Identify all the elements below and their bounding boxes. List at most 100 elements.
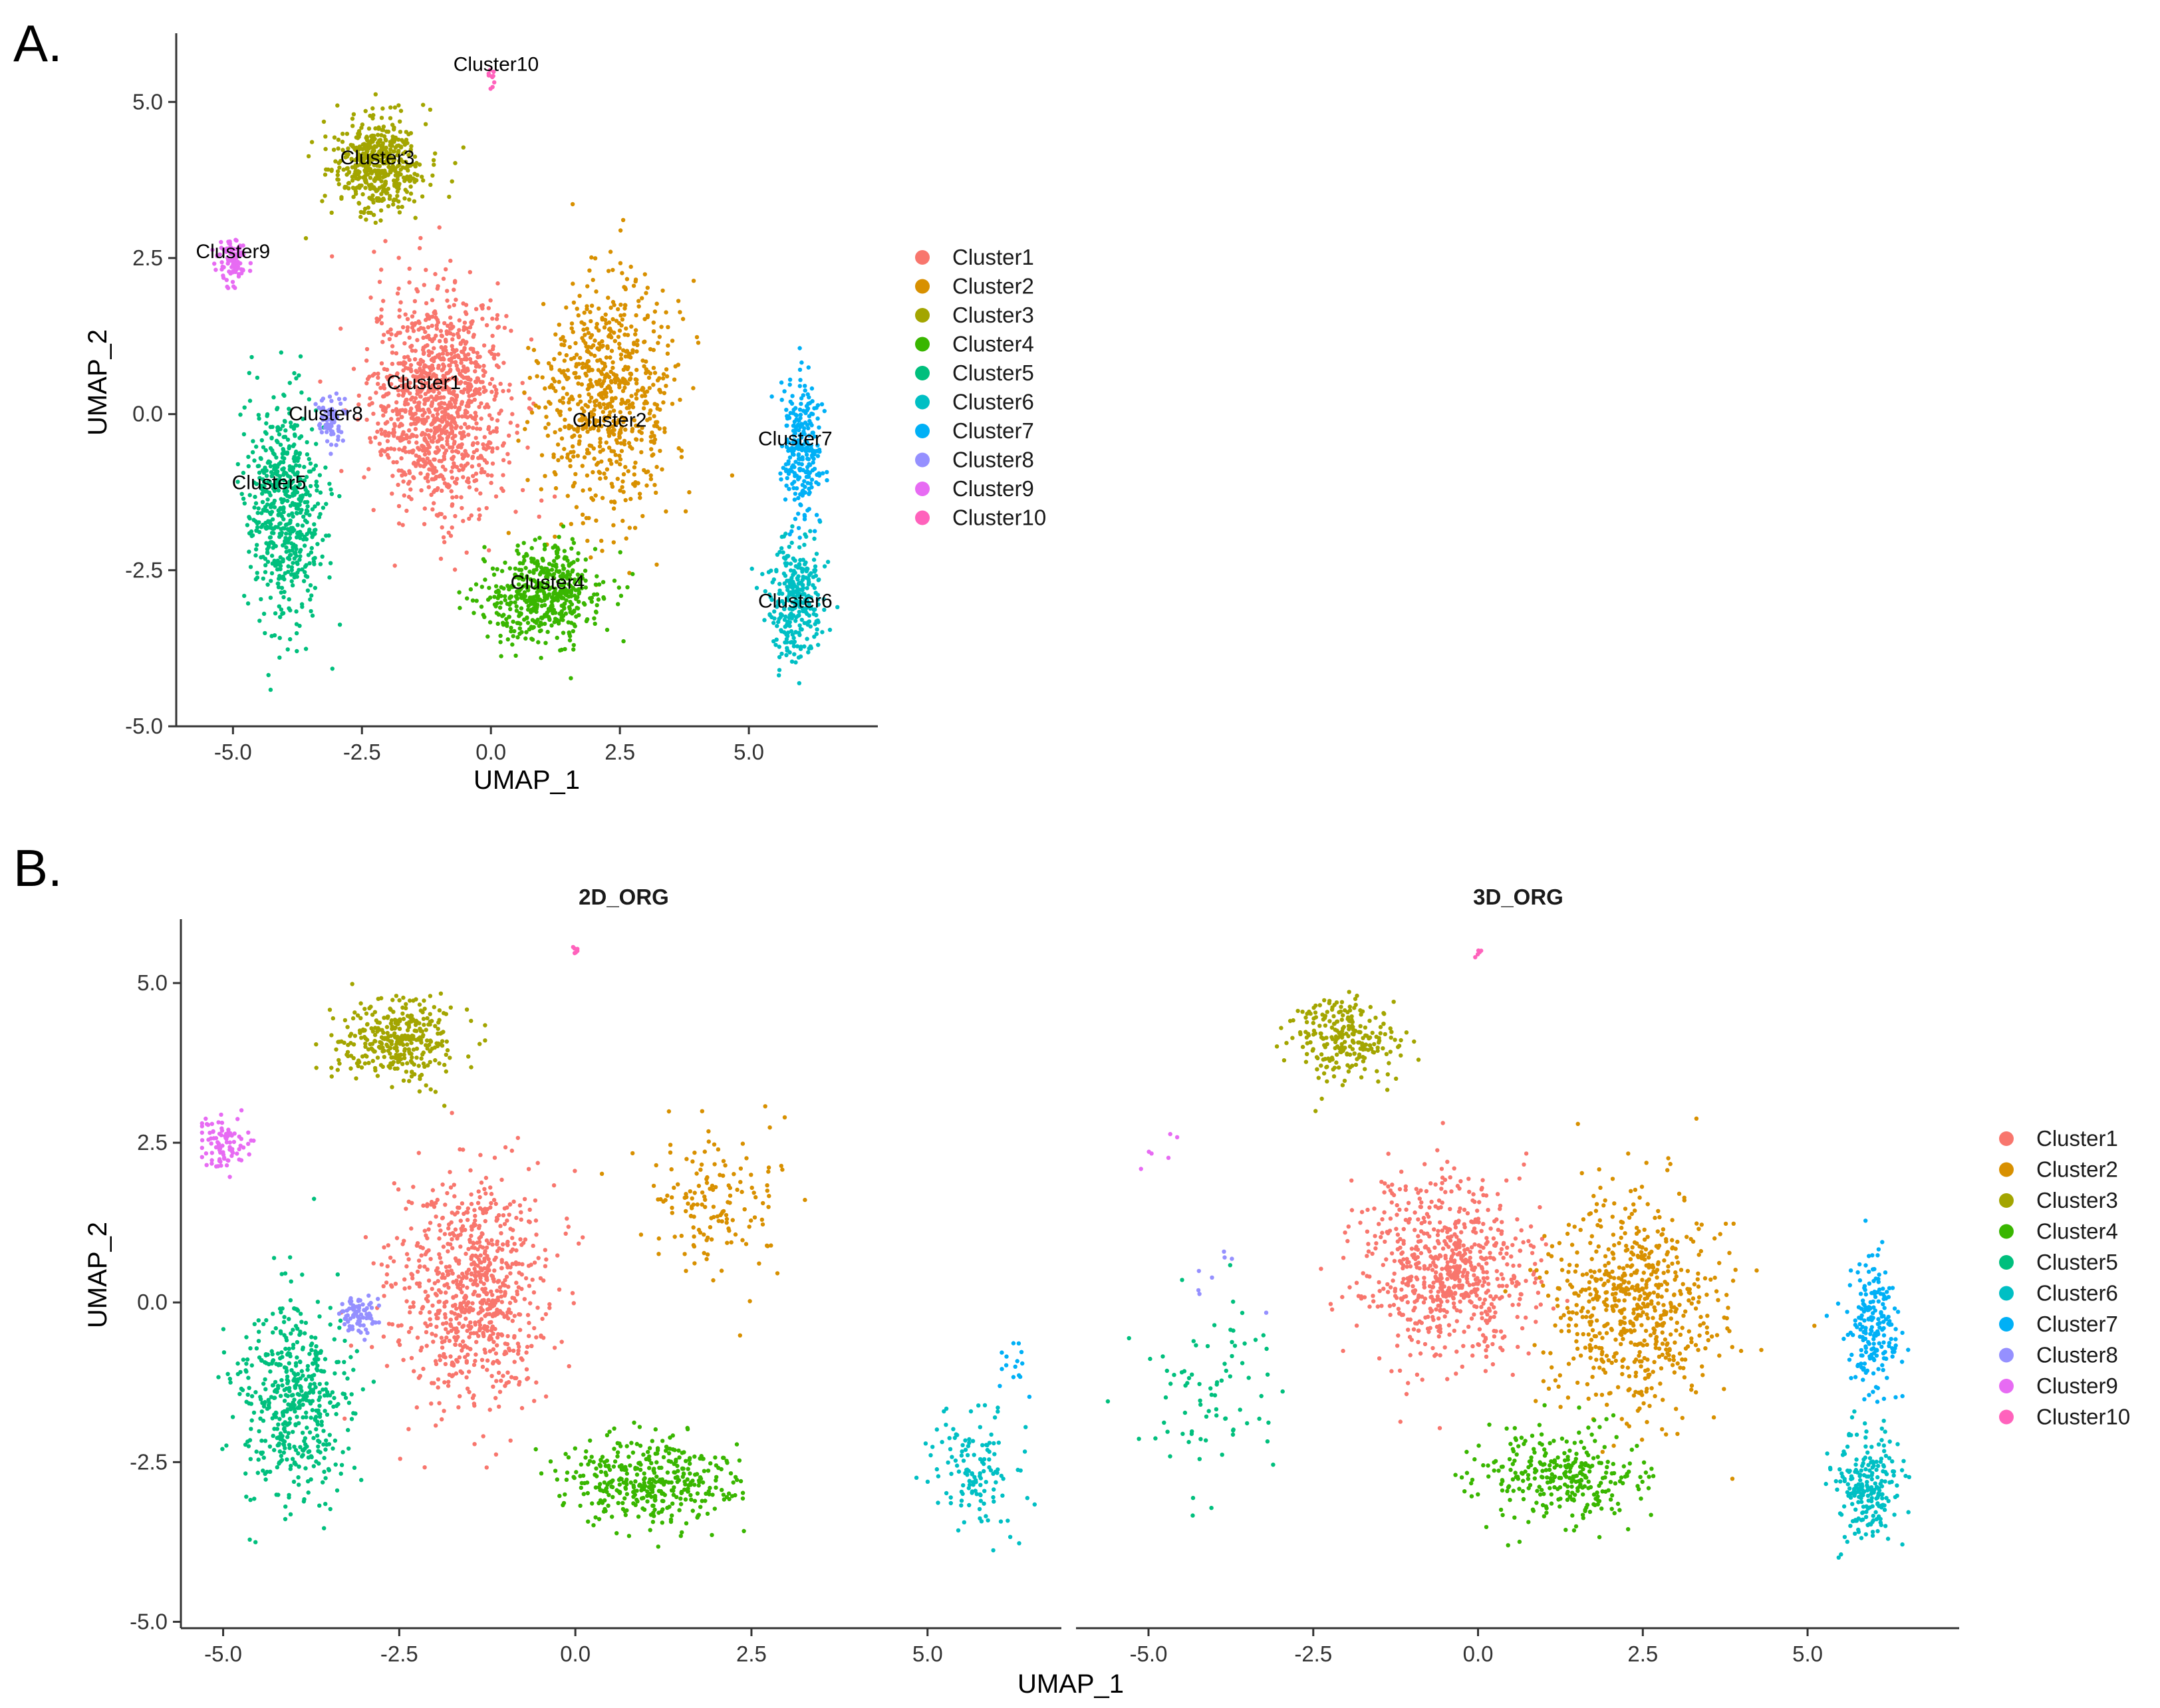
point-cluster4 [612, 578, 617, 583]
point-cluster2 [627, 525, 632, 530]
point-cluster1 [426, 485, 431, 490]
point-cluster1 [437, 1236, 442, 1241]
point-cluster3 [461, 145, 466, 150]
point-cluster1 [452, 1233, 457, 1238]
point-cluster1 [495, 418, 500, 423]
point-cluster1 [420, 386, 425, 391]
point-cluster6 [771, 639, 776, 644]
point-cluster4 [523, 636, 528, 641]
y-tick-label: -5.0 [125, 714, 163, 738]
point-cluster1 [431, 1340, 436, 1344]
point-cluster1 [413, 349, 418, 353]
point-cluster1 [398, 361, 403, 366]
point-cluster1 [396, 392, 401, 398]
point-cluster1 [416, 1151, 421, 1155]
point-cluster7 [790, 394, 795, 398]
point-cluster5 [299, 390, 304, 395]
point-cluster1 [555, 1253, 560, 1258]
point-cluster1 [445, 421, 450, 426]
point-cluster6 [785, 634, 790, 639]
point-cluster1 [474, 448, 479, 452]
point-cluster1 [479, 1180, 484, 1185]
point-cluster1 [517, 1382, 521, 1387]
point-cluster2 [585, 451, 590, 456]
point-cluster1 [421, 375, 426, 380]
point-cluster1 [475, 351, 479, 355]
point-cluster2 [597, 306, 601, 311]
point-cluster1 [453, 1227, 458, 1232]
point-cluster1 [420, 430, 425, 436]
point-cluster4 [479, 605, 484, 609]
point-cluster1 [408, 367, 413, 372]
point-cluster5 [309, 545, 314, 551]
point-cluster2 [568, 464, 573, 468]
point-cluster1 [404, 1252, 410, 1256]
point-cluster2 [649, 447, 654, 452]
point-cluster2 [633, 332, 638, 337]
point-cluster1 [408, 362, 414, 368]
point-cluster7 [786, 414, 791, 419]
point-cluster6 [811, 583, 815, 587]
point-cluster2 [654, 562, 659, 567]
point-cluster7 [791, 423, 797, 428]
point-cluster1 [364, 381, 369, 386]
point-cluster1 [479, 470, 483, 475]
point-cluster1 [479, 1357, 485, 1362]
point-cluster5 [272, 633, 277, 638]
point-cluster1 [424, 317, 428, 323]
point-cluster1 [520, 488, 525, 493]
point-cluster2 [664, 310, 668, 315]
point-cluster8 [329, 452, 333, 456]
point-cluster1 [446, 1379, 451, 1384]
point-cluster2 [676, 446, 681, 451]
point-cluster2 [585, 284, 590, 289]
point-cluster1 [421, 1203, 426, 1208]
point-cluster2 [549, 364, 553, 369]
point-cluster1 [452, 1194, 457, 1199]
point-cluster5 [337, 494, 342, 499]
point-cluster1 [442, 1380, 447, 1385]
point-cluster3 [450, 179, 454, 184]
point-cluster1 [422, 1465, 427, 1470]
point-cluster4 [483, 577, 487, 582]
point-cluster4 [495, 621, 500, 626]
point-cluster6 [772, 616, 777, 621]
point-cluster1 [539, 1333, 543, 1338]
point-cluster2 [581, 327, 586, 332]
point-cluster5 [269, 553, 275, 558]
point-cluster1 [412, 476, 416, 480]
point-cluster2 [543, 474, 547, 478]
point-cluster1 [445, 289, 450, 293]
point-cluster3 [396, 205, 401, 210]
point-cluster1 [429, 1199, 434, 1205]
point-cluster1 [422, 1228, 427, 1233]
point-cluster1 [529, 337, 534, 342]
point-cluster4 [509, 625, 513, 631]
point-cluster3 [402, 196, 407, 201]
point-cluster2 [662, 390, 667, 396]
point-cluster4 [498, 640, 503, 644]
point-cluster4 [551, 611, 555, 616]
point-cluster1 [479, 401, 483, 406]
point-cluster5 [269, 526, 275, 531]
point-cluster1 [490, 446, 495, 451]
point-cluster1 [512, 1375, 517, 1381]
point-cluster1 [381, 299, 386, 303]
point-cluster1 [397, 447, 402, 452]
point-cluster6 [771, 621, 776, 625]
point-cluster7 [779, 380, 784, 385]
point-cluster2 [565, 392, 569, 396]
point-cluster3 [337, 182, 341, 187]
point-cluster2 [576, 402, 581, 406]
point-cluster2 [634, 368, 639, 372]
x-tick-label: -5.0 [214, 740, 252, 764]
point-cluster1 [494, 426, 499, 431]
point-cluster2 [598, 436, 603, 441]
point-cluster2 [647, 386, 652, 390]
point-cluster1 [414, 1405, 419, 1410]
point-cluster2 [664, 509, 668, 514]
point-cluster1 [462, 321, 468, 325]
point-cluster1 [515, 1292, 520, 1297]
point-cluster2 [639, 387, 644, 392]
point-cluster1 [557, 1287, 562, 1292]
